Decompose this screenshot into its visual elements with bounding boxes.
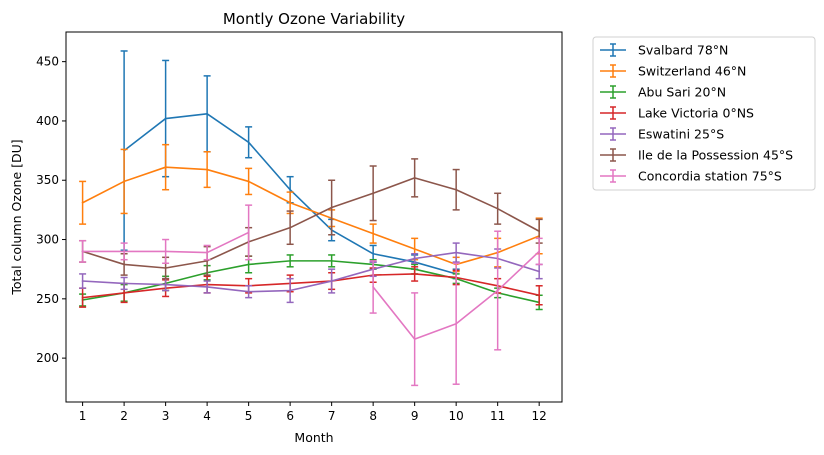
x-tick-label: 1 bbox=[79, 409, 87, 423]
y-tick-label: 300 bbox=[36, 233, 59, 247]
series-line bbox=[81, 177, 541, 269]
series-7 bbox=[79, 204, 543, 387]
x-tick-label: 2 bbox=[120, 409, 128, 423]
y-tick-label: 400 bbox=[36, 114, 59, 128]
legend-label: Concordia station 75°S bbox=[638, 169, 782, 184]
series-line bbox=[81, 273, 541, 299]
legend-item-5: Eswatini 25°S bbox=[600, 127, 724, 142]
legend-item-3: Abu Sari 20°N bbox=[600, 85, 726, 100]
x-tick-label: 12 bbox=[532, 409, 547, 423]
legend-frame bbox=[592, 36, 816, 191]
legend-item-2: Switzerland 46°N bbox=[600, 64, 746, 79]
y-axis: 200 250 300 350 400 450 bbox=[36, 55, 66, 365]
series-line bbox=[81, 251, 541, 293]
series-line bbox=[81, 231, 541, 340]
plot-frame bbox=[65, 31, 563, 403]
legend-label: Switzerland 46°N bbox=[638, 64, 746, 79]
legend-label: Eswatini 25°S bbox=[638, 127, 724, 142]
x-tick-label: 5 bbox=[245, 409, 253, 423]
series-line bbox=[81, 166, 541, 266]
x-tick-label: 6 bbox=[286, 409, 294, 423]
legend-label: Ile de la Possession 45°S bbox=[638, 148, 793, 163]
x-axis: 1 2 3 4 5 6 7 8 9 10 11 12 bbox=[79, 402, 547, 423]
legend-item-7: Concordia station 75°S bbox=[600, 169, 782, 184]
series-5 bbox=[79, 242, 543, 304]
legend-item-4: Lake Victoria 0°NS bbox=[600, 106, 754, 121]
legend-item-6: Ile de la Possession 45°S bbox=[600, 148, 793, 163]
series-layer bbox=[79, 50, 543, 387]
x-tick-label: 11 bbox=[490, 409, 505, 423]
legend: Svalbard 78°N Switzerland 46°N Abu Sari 20… bbox=[592, 36, 816, 191]
x-tick-label: 10 bbox=[449, 409, 464, 423]
y-axis-label: Total column Ozone [DU] bbox=[9, 139, 24, 295]
x-tick-label: 8 bbox=[369, 409, 377, 423]
x-tick-label: 7 bbox=[328, 409, 336, 423]
y-tick-label: 350 bbox=[36, 173, 59, 187]
x-tick-label: 3 bbox=[162, 409, 170, 423]
series-line bbox=[122, 113, 458, 275]
legend-label: Svalbard 78°N bbox=[638, 43, 728, 58]
x-tick-label: 4 bbox=[203, 409, 211, 423]
y-tick-label: 200 bbox=[36, 351, 59, 365]
legend-label: Lake Victoria 0°NS bbox=[638, 106, 754, 121]
x-axis-label: Month bbox=[294, 430, 333, 445]
y-tick-label: 250 bbox=[36, 292, 59, 306]
x-tick-label: 9 bbox=[411, 409, 419, 423]
y-tick-label: 450 bbox=[36, 55, 59, 69]
legend-item-1: Svalbard 78°N bbox=[600, 43, 728, 58]
legend-label: Abu Sari 20°N bbox=[638, 85, 726, 100]
chart-title: Montly Ozone Variability bbox=[223, 10, 405, 28]
